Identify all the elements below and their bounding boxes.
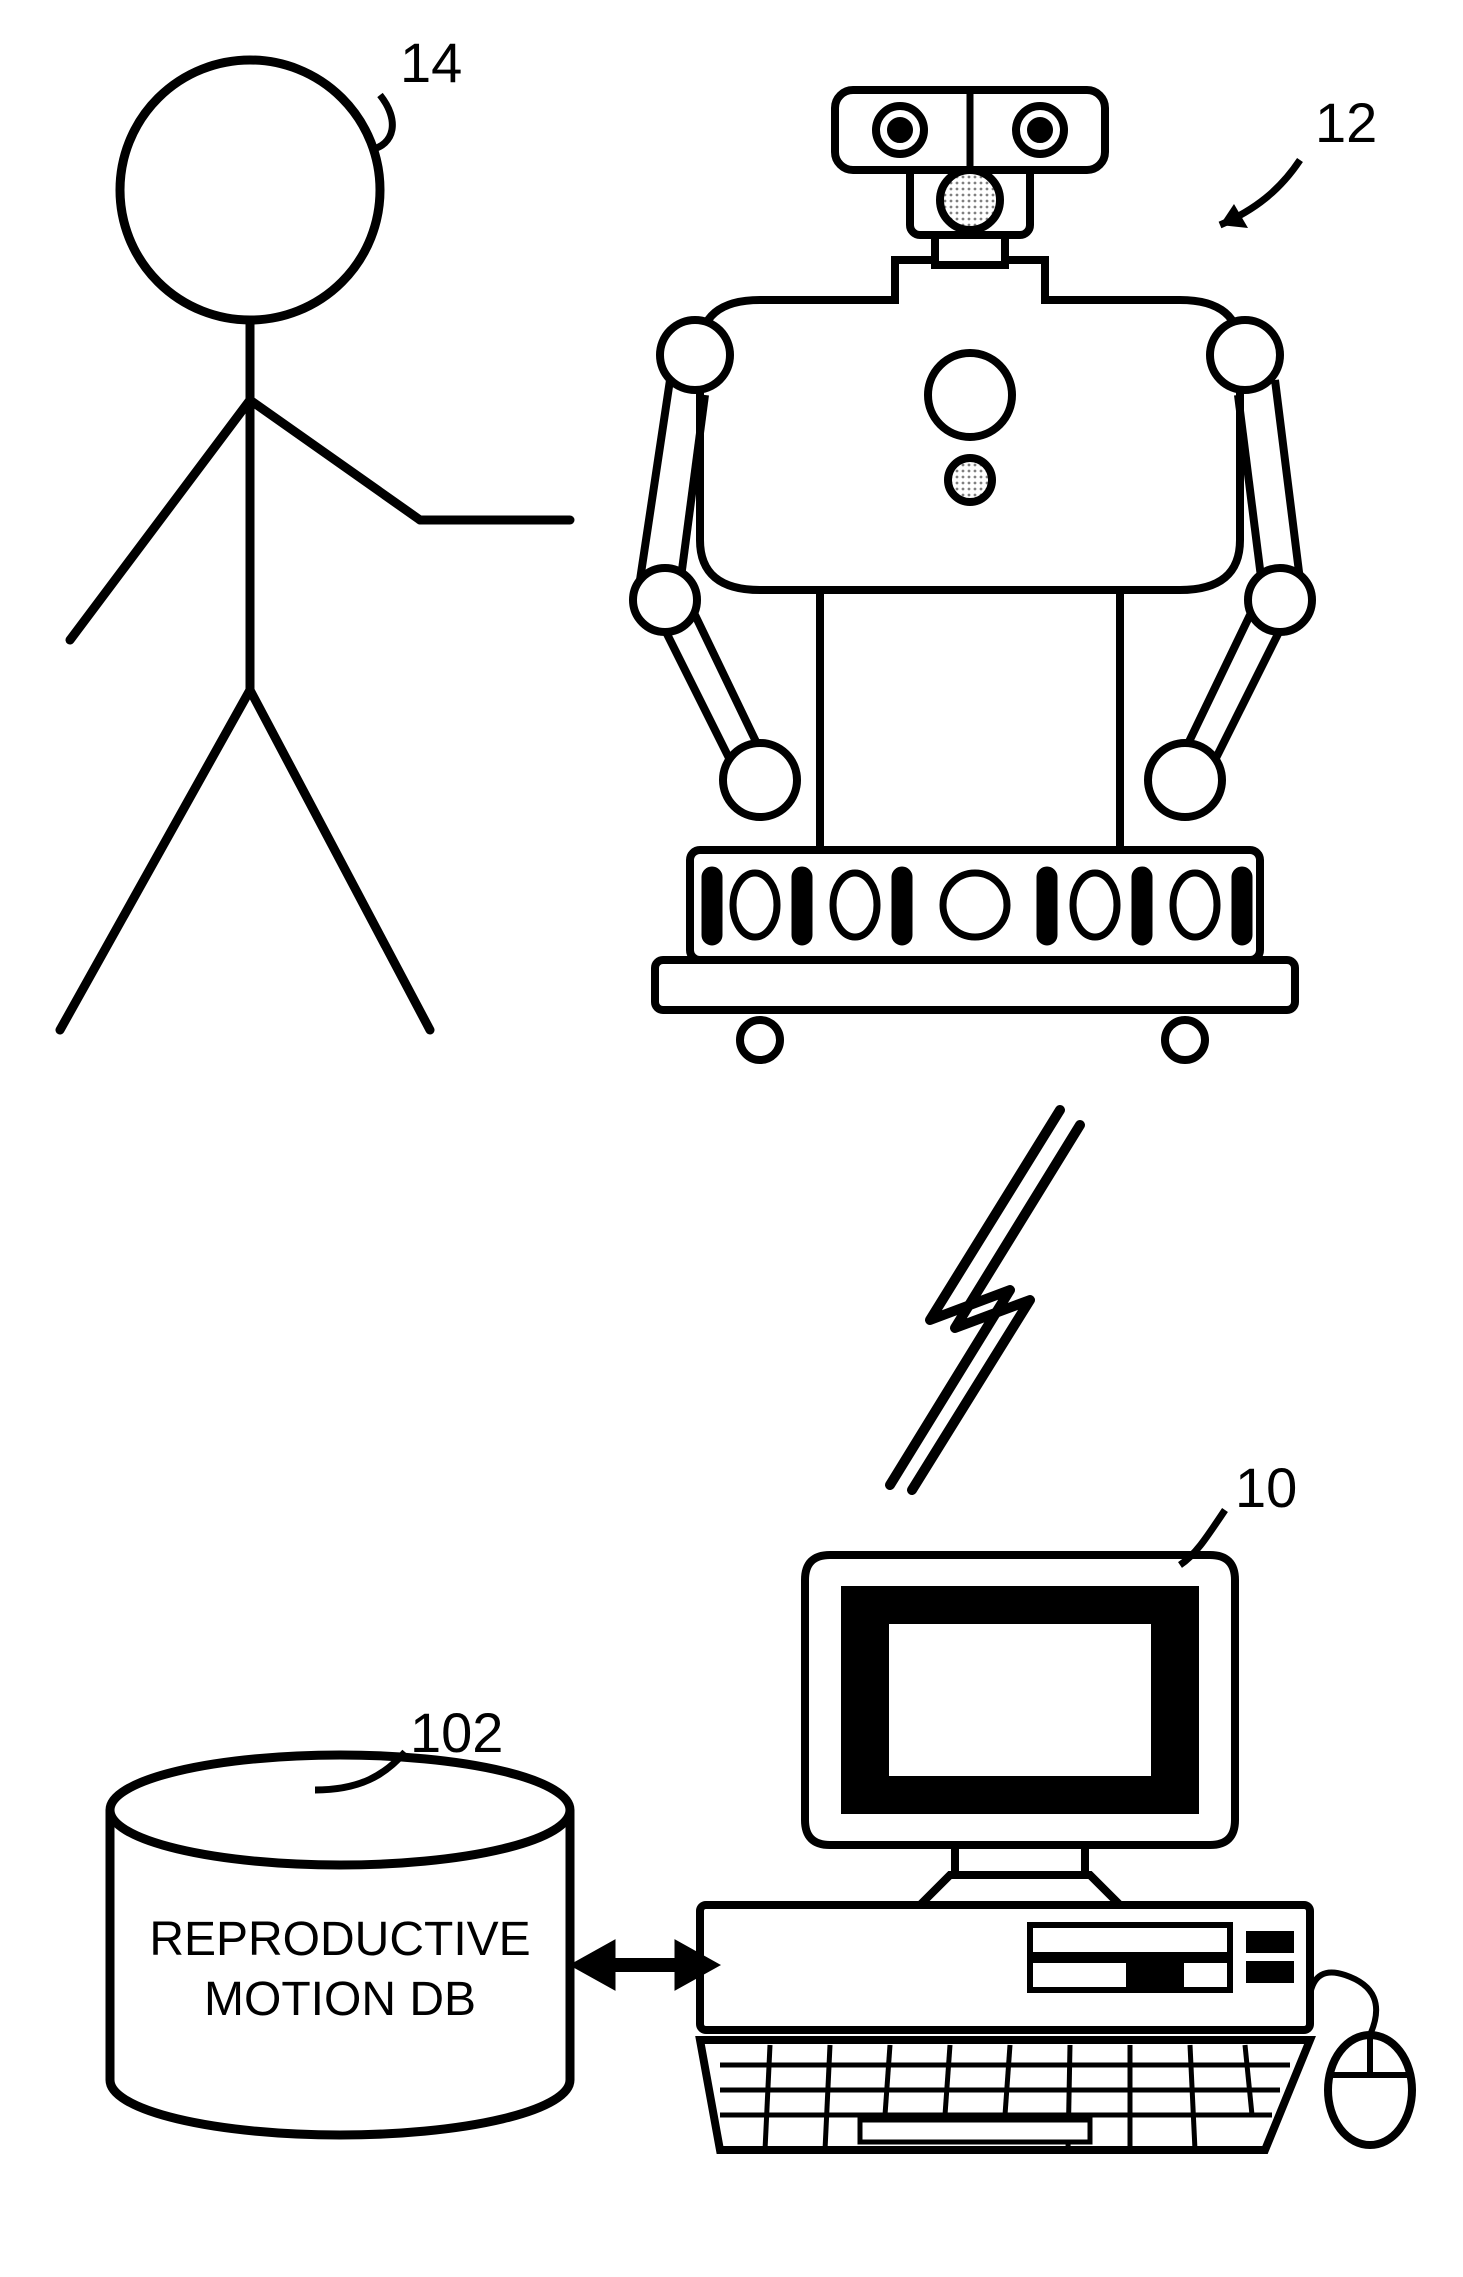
diagram-canvas: REPRODUCTIVE MOTION DB <box>0 0 1463 2277</box>
db-text-line2: MOTION DB <box>204 1973 476 2026</box>
computer <box>700 1555 1412 2150</box>
human-figure <box>60 60 570 1030</box>
robot <box>633 90 1312 1060</box>
label-14: 14 <box>400 30 462 95</box>
label-102: 102 <box>410 1700 503 1765</box>
db-text-line1: REPRODUCTIVE <box>149 1913 530 1966</box>
label-12: 12 <box>1315 90 1377 155</box>
wireless-icon <box>890 1110 1080 1490</box>
label-10: 10 <box>1235 1455 1297 1520</box>
